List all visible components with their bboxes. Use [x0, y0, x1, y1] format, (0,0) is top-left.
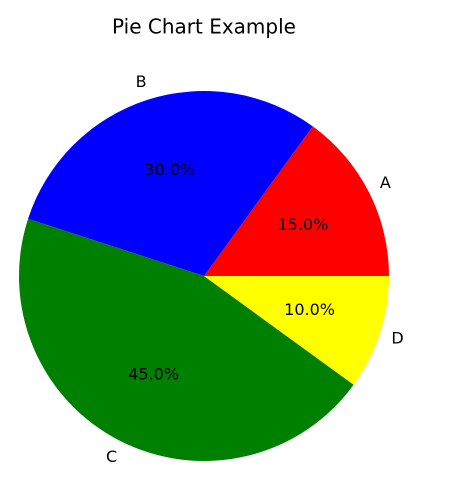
- category-label: D: [391, 328, 403, 347]
- chart-title: Pie Chart Example: [112, 15, 296, 39]
- pie-slice: [204, 276, 389, 385]
- value-label: 30.0%: [144, 160, 195, 179]
- value-label: 45.0%: [128, 364, 179, 383]
- category-label: A: [380, 173, 391, 192]
- category-label: C: [106, 447, 117, 466]
- pie-slice: [18, 218, 354, 461]
- value-label: 10.0%: [284, 300, 335, 319]
- pie-slice: [28, 91, 313, 276]
- pie-slice: [204, 126, 389, 277]
- value-label: 15.0%: [277, 215, 328, 234]
- category-label: B: [136, 72, 147, 91]
